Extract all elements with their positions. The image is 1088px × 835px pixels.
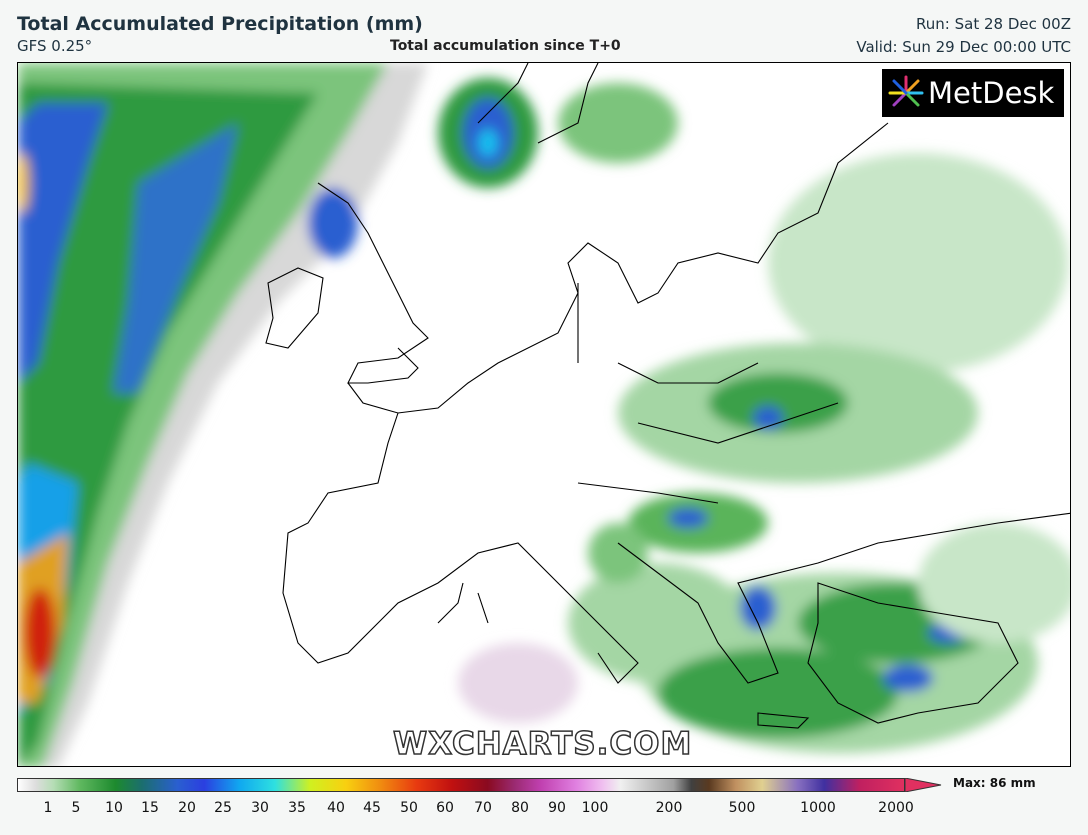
scale-tick-label: 15	[141, 800, 159, 816]
scale-tick-label: 30	[251, 800, 269, 816]
precip-field	[18, 63, 1070, 766]
scale-tick-label: 40	[327, 800, 345, 816]
max-value: Max: 86 mm	[953, 776, 1036, 790]
scale-tick-label: 50	[400, 800, 418, 816]
scale-tick-label: 80	[511, 800, 529, 816]
color-scale	[17, 778, 905, 792]
scale-tick-label: 1	[43, 800, 53, 816]
scale-tick-label: 45	[363, 800, 381, 816]
title: Total Accumulated Precipitation (mm)	[17, 13, 423, 35]
watermark: WXCHARTS.COM	[392, 725, 693, 763]
map: MetDesk WXCHARTS.COM	[17, 62, 1071, 767]
scale-tick-label: 100	[581, 800, 609, 816]
scale-tick-label: 2000	[878, 800, 914, 816]
subtitle: Total accumulation since T+0	[390, 38, 621, 54]
logo-text: MetDesk	[928, 76, 1055, 110]
valid-time: Valid: Sun 29 Dec 00:00 UTC	[856, 38, 1071, 56]
scale-tick-label: 20	[178, 800, 196, 816]
precip-shading	[18, 63, 1070, 766]
scale-tick-label: 25	[214, 800, 232, 816]
coastlines	[265, 63, 1070, 729]
scale-tick-label: 35	[288, 800, 306, 816]
scale-tick-label: 70	[474, 800, 492, 816]
logo: MetDesk	[882, 69, 1064, 117]
scale-tick-label: 10	[105, 800, 123, 816]
scale-tick-label: 90	[548, 800, 566, 816]
scale-tick-label: 1000	[800, 800, 836, 816]
scale-tick-label: 60	[436, 800, 454, 816]
run-time: Run: Sat 28 Dec 00Z	[916, 15, 1071, 33]
scale-tick-label: 200	[655, 800, 683, 816]
model: GFS 0.25°	[17, 37, 93, 55]
logo-icon	[888, 75, 924, 107]
scale-tick-label: 5	[71, 800, 81, 816]
scale-arrow	[905, 778, 942, 792]
scale-tick-label: 500	[728, 800, 756, 816]
